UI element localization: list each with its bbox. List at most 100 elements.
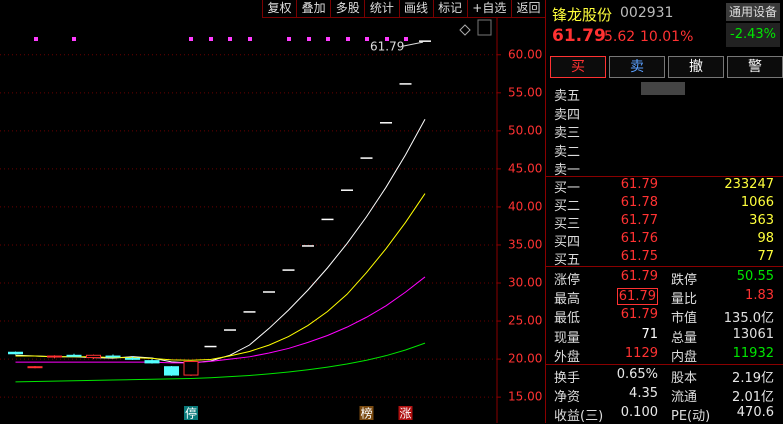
flag-box (398, 406, 413, 420)
separator (546, 266, 783, 267)
stat-label: 市值 (671, 311, 698, 327)
stat-label: 最低 (554, 311, 581, 327)
moving-average-line (15, 342, 426, 383)
toolbar: 复权 叠加 多股 统计 画线 标记 +自选 返回 (262, 0, 545, 18)
stat-value: 61.79 (620, 307, 658, 323)
buy-price: 61.77 (620, 213, 658, 228)
toolbar-button[interactable]: 标记 (432, 0, 467, 17)
stat-label: 涨停 (554, 273, 581, 288)
candle-body (8, 351, 23, 355)
buy-price: 61.78 (620, 195, 658, 210)
change: 5.62 (604, 29, 636, 45)
event-markers (34, 37, 408, 41)
toolbar-button[interactable]: 统计 (364, 0, 398, 17)
toolbar-button[interactable]: 返回 (510, 0, 545, 17)
buy-price: 61.75 (620, 249, 658, 264)
y-tick-label: 30.00 (508, 276, 542, 290)
moving-average-line (15, 193, 426, 361)
buy-level-label: 买三 (554, 217, 581, 232)
toolbar-button[interactable]: 复权 (262, 0, 296, 17)
y-tick-label: 45.00 (508, 161, 542, 175)
moving-average-line (15, 276, 426, 364)
stat-label: 外盘 (554, 349, 581, 365)
flag-label: 停 (185, 406, 197, 421)
stat-value: 135.0亿 (723, 311, 774, 327)
finance-value: 4.35 (629, 386, 658, 402)
finance-label: 股本 (671, 371, 698, 386)
stock-code: 002931 (620, 5, 674, 21)
stat-label: 内盘 (671, 349, 698, 365)
stat-value: 11932 (732, 345, 774, 361)
buy-volume: 233247 (724, 177, 774, 192)
candle-body (144, 360, 160, 364)
buy-volume: 77 (757, 249, 774, 264)
y-tick-label: 35.00 (508, 237, 542, 251)
trade-button[interactable]: 警 (727, 56, 783, 78)
scroll-button[interactable] (477, 19, 492, 36)
candle-body (47, 355, 62, 358)
finance-value: 0.65% (616, 367, 658, 382)
stock-name: 锋龙股份 (552, 6, 613, 24)
flag-box (184, 406, 198, 420)
stat-value: 13061 (732, 326, 774, 342)
buy-level-label: 买五 (554, 253, 581, 268)
y-tick-label: 25.00 (508, 314, 542, 328)
stat-label: 现量 (554, 330, 581, 346)
stat-label: 总量 (671, 330, 698, 346)
toolbar-button[interactable]: 多股 (330, 0, 364, 17)
expand-tab[interactable] (641, 82, 685, 95)
price: 61.79 (552, 26, 606, 46)
stat-label: 量比 (671, 292, 698, 308)
y-tick-label: 55.00 (508, 85, 542, 99)
moving-average-line (15, 118, 426, 364)
finance-label: 流通 (671, 390, 698, 406)
buy-volume: 98 (757, 231, 774, 246)
candle-body (164, 366, 179, 376)
flag-box (359, 406, 374, 420)
finance-label: 收益(三) (554, 409, 604, 424)
candle-body (66, 354, 82, 357)
toolbar-button[interactable]: 叠加 (296, 0, 330, 17)
diamond-icon[interactable] (459, 24, 471, 36)
trade-button[interactable]: 撤 (668, 56, 724, 78)
trade-button[interactable]: 卖 (609, 56, 665, 78)
industry-change: -2.43% (726, 23, 780, 47)
stat-value: 1.83 (745, 288, 774, 304)
stat-value: 1129 (624, 345, 658, 361)
finance-label: 净资 (554, 390, 581, 406)
stat-value: 50.55 (736, 269, 774, 284)
y-tick-label: 20.00 (508, 352, 542, 366)
trade-button[interactable]: 买 (550, 56, 606, 78)
y-tick-label: 40.00 (508, 199, 542, 213)
y-tick-label: 15.00 (508, 390, 542, 404)
finance-value: 470.6 (736, 405, 774, 421)
chart: 15.00 20.00 25.00 30.00 35.00 40.00 45.00 50.00… (0, 17, 542, 423)
buy-level-label: 买二 (554, 199, 581, 214)
candle-body (125, 357, 140, 360)
separator (546, 364, 783, 365)
toolbar-button[interactable]: 画线 (398, 0, 433, 17)
sell-level-label: 卖二 (554, 144, 581, 160)
toolbar-button[interactable]: +自选 (466, 0, 511, 17)
y-tick-label: 50.00 (508, 123, 542, 137)
sell-level-label: 卖四 (554, 107, 581, 123)
stat-value: 61.79 (616, 288, 658, 306)
buy-volume: 363 (749, 213, 774, 228)
stat-label: 最高 (554, 292, 581, 308)
last-price-label: 61.79 (370, 40, 404, 54)
y-tick-label: 60.00 (508, 47, 542, 61)
flag-label: 涨 (399, 406, 411, 421)
separator (546, 176, 783, 177)
buy-level-label: 买四 (554, 235, 581, 250)
change-pct: 10.01% (640, 29, 694, 45)
finance-label: PE(动) (671, 409, 711, 424)
industry-button[interactable]: 通用设备 (726, 3, 780, 21)
flag-label: 榜 (360, 406, 372, 421)
sell-level-label: 卖五 (554, 89, 581, 104)
finance-value: 0.100 (620, 405, 658, 421)
quote-panel: 锋龙股份 002931 通用设备 -2.43% 61.79 5.62 10.01% 买卖撤警卖… (545, 0, 783, 424)
last-price-arrow (402, 41, 424, 47)
finance-value: 2.19亿 (732, 371, 774, 386)
stat-label: 跌停 (671, 273, 698, 288)
